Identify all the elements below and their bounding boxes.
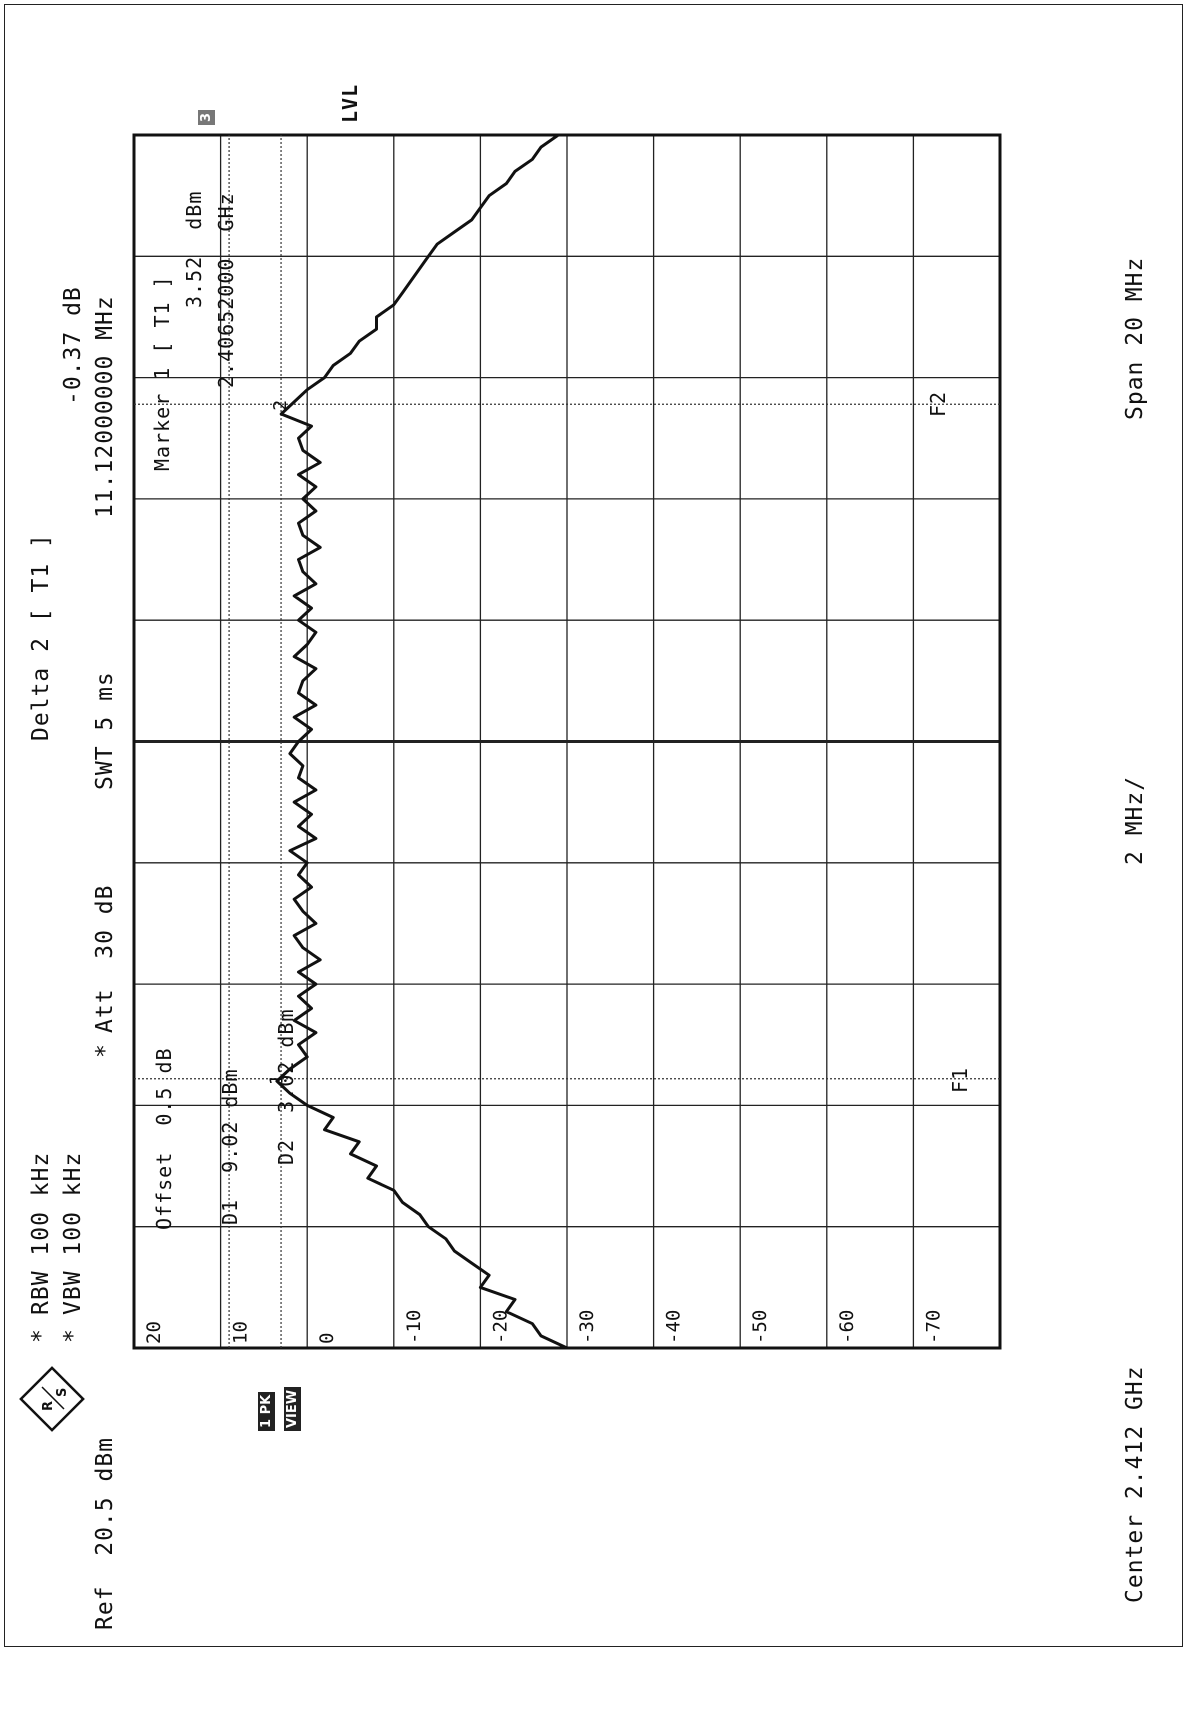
marker-box-freq: 2.40652000 GHz xyxy=(214,192,238,388)
rs-logo-icon: R S xyxy=(19,1366,85,1432)
marker-1: 1 xyxy=(267,1074,288,1085)
svg-text:R: R xyxy=(41,1401,56,1411)
d2-label: D2 3.02 dBm xyxy=(274,1008,298,1166)
f1-label: F1 xyxy=(948,1066,972,1093)
f2-label: F2 xyxy=(926,390,950,417)
marker-2: 2 xyxy=(270,400,291,411)
y-tick-label: 0 xyxy=(316,1333,338,1344)
marker-box-title: Marker 1 [ T1 ] xyxy=(150,275,174,471)
spectrum-trace xyxy=(275,133,568,1350)
svg-text:S: S xyxy=(55,1388,70,1397)
y-tick-label: 20 xyxy=(143,1321,165,1344)
y-tick-label: -50 xyxy=(749,1310,771,1344)
y-tick-label: -60 xyxy=(836,1310,858,1344)
y-tick-label: -10 xyxy=(403,1310,425,1344)
page-frame xyxy=(4,4,1183,1647)
marker-box-value: 3.52 dBm xyxy=(182,190,206,308)
y-tick-label: -40 xyxy=(663,1310,685,1344)
d1-label: D1 9.02 dBm xyxy=(218,1068,242,1226)
offset-label: Offset 0.5 dB xyxy=(152,1047,176,1230)
y-tick-label: -70 xyxy=(922,1310,944,1344)
y-tick-label: -20 xyxy=(489,1310,511,1344)
y-tick-label: 10 xyxy=(230,1321,252,1344)
y-tick-label: -30 xyxy=(576,1310,598,1344)
